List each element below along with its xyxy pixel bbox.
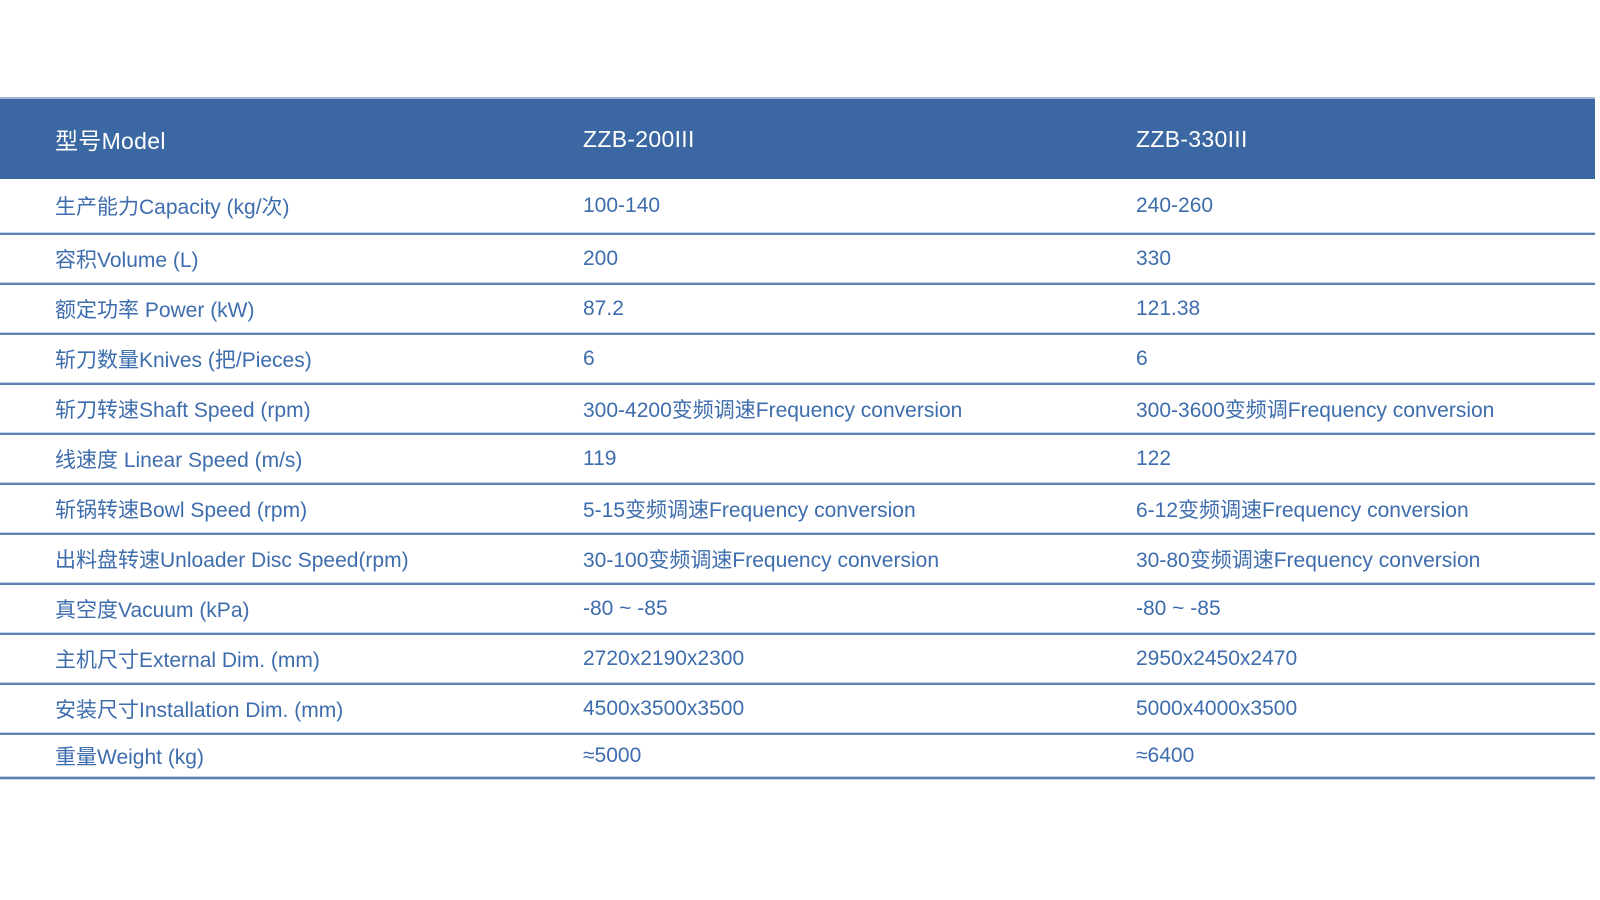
- value-zzb330: 6: [1136, 347, 1148, 370]
- spec-row-unloader-disc-speed: 出料盘转速Unloader Disc Speed(rpm) 30-100变频调速…: [0, 535, 1595, 585]
- row-label: 主机尺寸External Dim. (mm): [55, 649, 320, 672]
- spec-row-weight: 重量Weight (kg) ≈5000 ≈6400: [0, 735, 1595, 779]
- value-zzb200: 6: [583, 347, 595, 370]
- spec-row-shaft-speed: 斩刀转速Shaft Speed (rpm) 300-4200变频调速Freque…: [0, 385, 1595, 435]
- spec-row-capacity: 生产能力Capacity (kg/次) 100-140 240-260: [0, 179, 1595, 235]
- row-label: 斩锅转速Bowl Speed (rpm): [55, 499, 308, 522]
- row-label: 安装尺寸Installation Dim. (mm): [55, 699, 344, 722]
- spec-row-knives: 斩刀数量Knives (把/Pieces) 6 6: [0, 335, 1595, 385]
- value-zzb200: 4500x3500x3500: [583, 697, 745, 720]
- row-label: 斩刀转速Shaft Speed (rpm): [55, 399, 311, 422]
- header-model-zzb330: ZZB-330III: [1136, 125, 1248, 152]
- value-zzb330: 5000x4000x3500: [1136, 697, 1298, 720]
- value-zzb330: -80 ~ -85: [1136, 597, 1221, 620]
- value-zzb330: ≈6400: [1136, 744, 1195, 767]
- spec-row-installation-dim: 安装尺寸Installation Dim. (mm) 4500x3500x350…: [0, 685, 1595, 735]
- value-zzb200: 100-140: [583, 194, 661, 217]
- row-label: 容积Volume (L): [55, 249, 199, 272]
- spec-row-power: 额定功率 Power (kW) 87.2 121.38: [0, 285, 1595, 335]
- spec-row-bowl-speed: 斩锅转速Bowl Speed (rpm) 5-15变频调速Frequency c…: [0, 485, 1595, 535]
- row-label: 斩刀数量Knives (把/Pieces): [55, 349, 312, 372]
- spec-row-vacuum: 真空度Vacuum (kPa) -80 ~ -85 -80 ~ -85: [0, 585, 1595, 635]
- value-zzb330: 330: [1136, 247, 1172, 270]
- value-zzb200: 119: [583, 447, 617, 470]
- value-zzb200: 5-15变频调速Frequency conversion: [583, 499, 916, 522]
- row-label: 出料盘转速Unloader Disc Speed(rpm): [55, 549, 409, 572]
- row-label: 真空度Vacuum (kPa): [55, 599, 250, 622]
- row-label: 线速度 Linear Speed (m/s): [55, 449, 303, 472]
- value-zzb200: 200: [583, 247, 619, 270]
- value-zzb200: 30-100变频调速Frequency conversion: [583, 549, 939, 572]
- value-zzb330: 122: [1136, 447, 1172, 470]
- value-zzb200: -80 ~ -85: [583, 597, 668, 620]
- model-spec-table: 型号Model ZZB-200III ZZB-330III 生产能力Capaci…: [0, 97, 1595, 779]
- value-zzb200: 300-4200变频调速Frequency conversion: [583, 399, 963, 422]
- spec-row-external-dim: 主机尺寸External Dim. (mm) 2720x2190x2300 29…: [0, 635, 1595, 685]
- value-zzb200: 87.2: [583, 297, 624, 320]
- header-model-label: 型号Model: [55, 128, 166, 154]
- value-zzb200: ≈5000: [583, 744, 642, 767]
- value-zzb330: 6-12变频调速Frequency conversion: [1136, 499, 1469, 522]
- row-label: 生产能力Capacity (kg/次): [55, 196, 290, 219]
- row-label: 重量Weight (kg): [55, 746, 204, 769]
- value-zzb200: 2720x2190x2300: [583, 647, 745, 670]
- value-zzb330: 121.38: [1136, 297, 1201, 320]
- row-label: 额定功率 Power (kW): [55, 299, 255, 322]
- value-zzb330: 300-3600变频调Frequency conversion: [1136, 399, 1495, 422]
- spec-row-linear-speed: 线速度 Linear Speed (m/s) 119 122: [0, 435, 1595, 485]
- header-model-zzb200: ZZB-200III: [583, 125, 695, 152]
- spec-table-header-row: 型号Model ZZB-200III ZZB-330III: [0, 97, 1595, 179]
- value-zzb330: 240-260: [1136, 194, 1214, 217]
- spec-row-volume: 容积Volume (L) 200 330: [0, 235, 1595, 285]
- value-zzb330: 2950x2450x2470: [1136, 647, 1298, 670]
- value-zzb330: 30-80变频调速Frequency conversion: [1136, 549, 1481, 572]
